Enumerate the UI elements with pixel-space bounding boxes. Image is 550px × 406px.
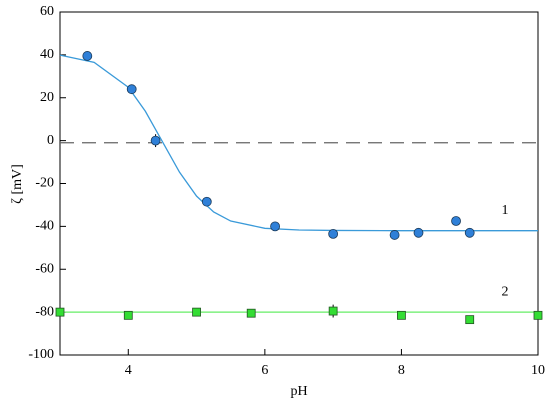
data-point — [328, 306, 338, 316]
data-point — [270, 221, 281, 232]
y-tick-label: 60 — [40, 4, 54, 19]
x-tick-label: 6 — [261, 363, 268, 378]
y-axis-label: ζ [mV] — [10, 164, 25, 204]
data-point — [397, 310, 406, 320]
series-label: 2 — [502, 284, 509, 299]
data-point — [533, 310, 543, 320]
x-tick-label: 4 — [125, 363, 132, 378]
y-tick-label: 40 — [40, 47, 54, 62]
plot-frame — [59, 11, 539, 356]
x-tick-label: 8 — [398, 363, 405, 378]
y-tick-label: -80 — [35, 304, 54, 319]
data-point — [328, 228, 339, 239]
data-point — [201, 196, 212, 207]
data-point — [126, 84, 137, 95]
data-point — [150, 135, 161, 146]
series-label: 1 — [502, 203, 509, 218]
y-tick-label: -40 — [35, 219, 54, 234]
y-tick-label: 20 — [40, 90, 54, 105]
data-point — [451, 216, 461, 226]
data-point — [246, 308, 256, 318]
data-point — [465, 315, 475, 325]
y-tick-label: -60 — [35, 261, 54, 276]
data-point — [82, 51, 93, 61]
data-point — [123, 310, 133, 320]
x-axis-label: pH — [290, 384, 307, 399]
y-tick-label: -100 — [28, 347, 54, 362]
data-point — [389, 230, 400, 240]
y-tick-label: 0 — [47, 133, 54, 148]
data-point — [55, 307, 65, 317]
y-tick-label: -20 — [35, 176, 54, 191]
data-point — [413, 227, 424, 238]
x-tick-label: 10 — [531, 363, 545, 378]
data-point — [464, 227, 475, 238]
data-point — [192, 307, 201, 317]
